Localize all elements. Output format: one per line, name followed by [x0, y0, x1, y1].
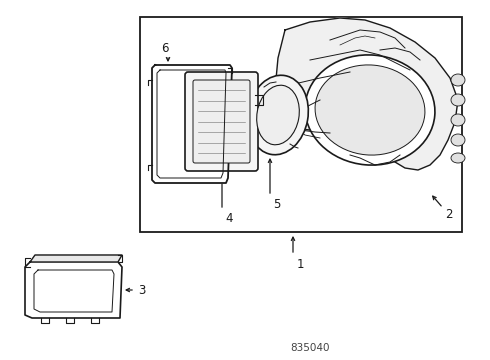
Ellipse shape	[451, 134, 465, 146]
Polygon shape	[25, 262, 122, 318]
Bar	[140, 17, 462, 232]
Ellipse shape	[451, 153, 465, 163]
Ellipse shape	[451, 114, 465, 126]
Ellipse shape	[257, 85, 299, 145]
Ellipse shape	[451, 94, 465, 106]
Text: 1: 1	[297, 257, 304, 270]
Ellipse shape	[451, 74, 465, 86]
Ellipse shape	[305, 55, 435, 165]
Ellipse shape	[247, 75, 308, 155]
Text: 6: 6	[161, 41, 169, 54]
Text: 835040: 835040	[290, 343, 330, 353]
FancyBboxPatch shape	[193, 80, 250, 163]
Text: 3: 3	[138, 284, 146, 297]
Polygon shape	[275, 18, 458, 170]
Ellipse shape	[315, 65, 425, 155]
Text: 2: 2	[445, 207, 452, 220]
Text: 4: 4	[225, 212, 232, 225]
Polygon shape	[30, 255, 122, 262]
Text: 5: 5	[273, 198, 280, 211]
Polygon shape	[152, 65, 232, 183]
FancyBboxPatch shape	[185, 72, 258, 171]
